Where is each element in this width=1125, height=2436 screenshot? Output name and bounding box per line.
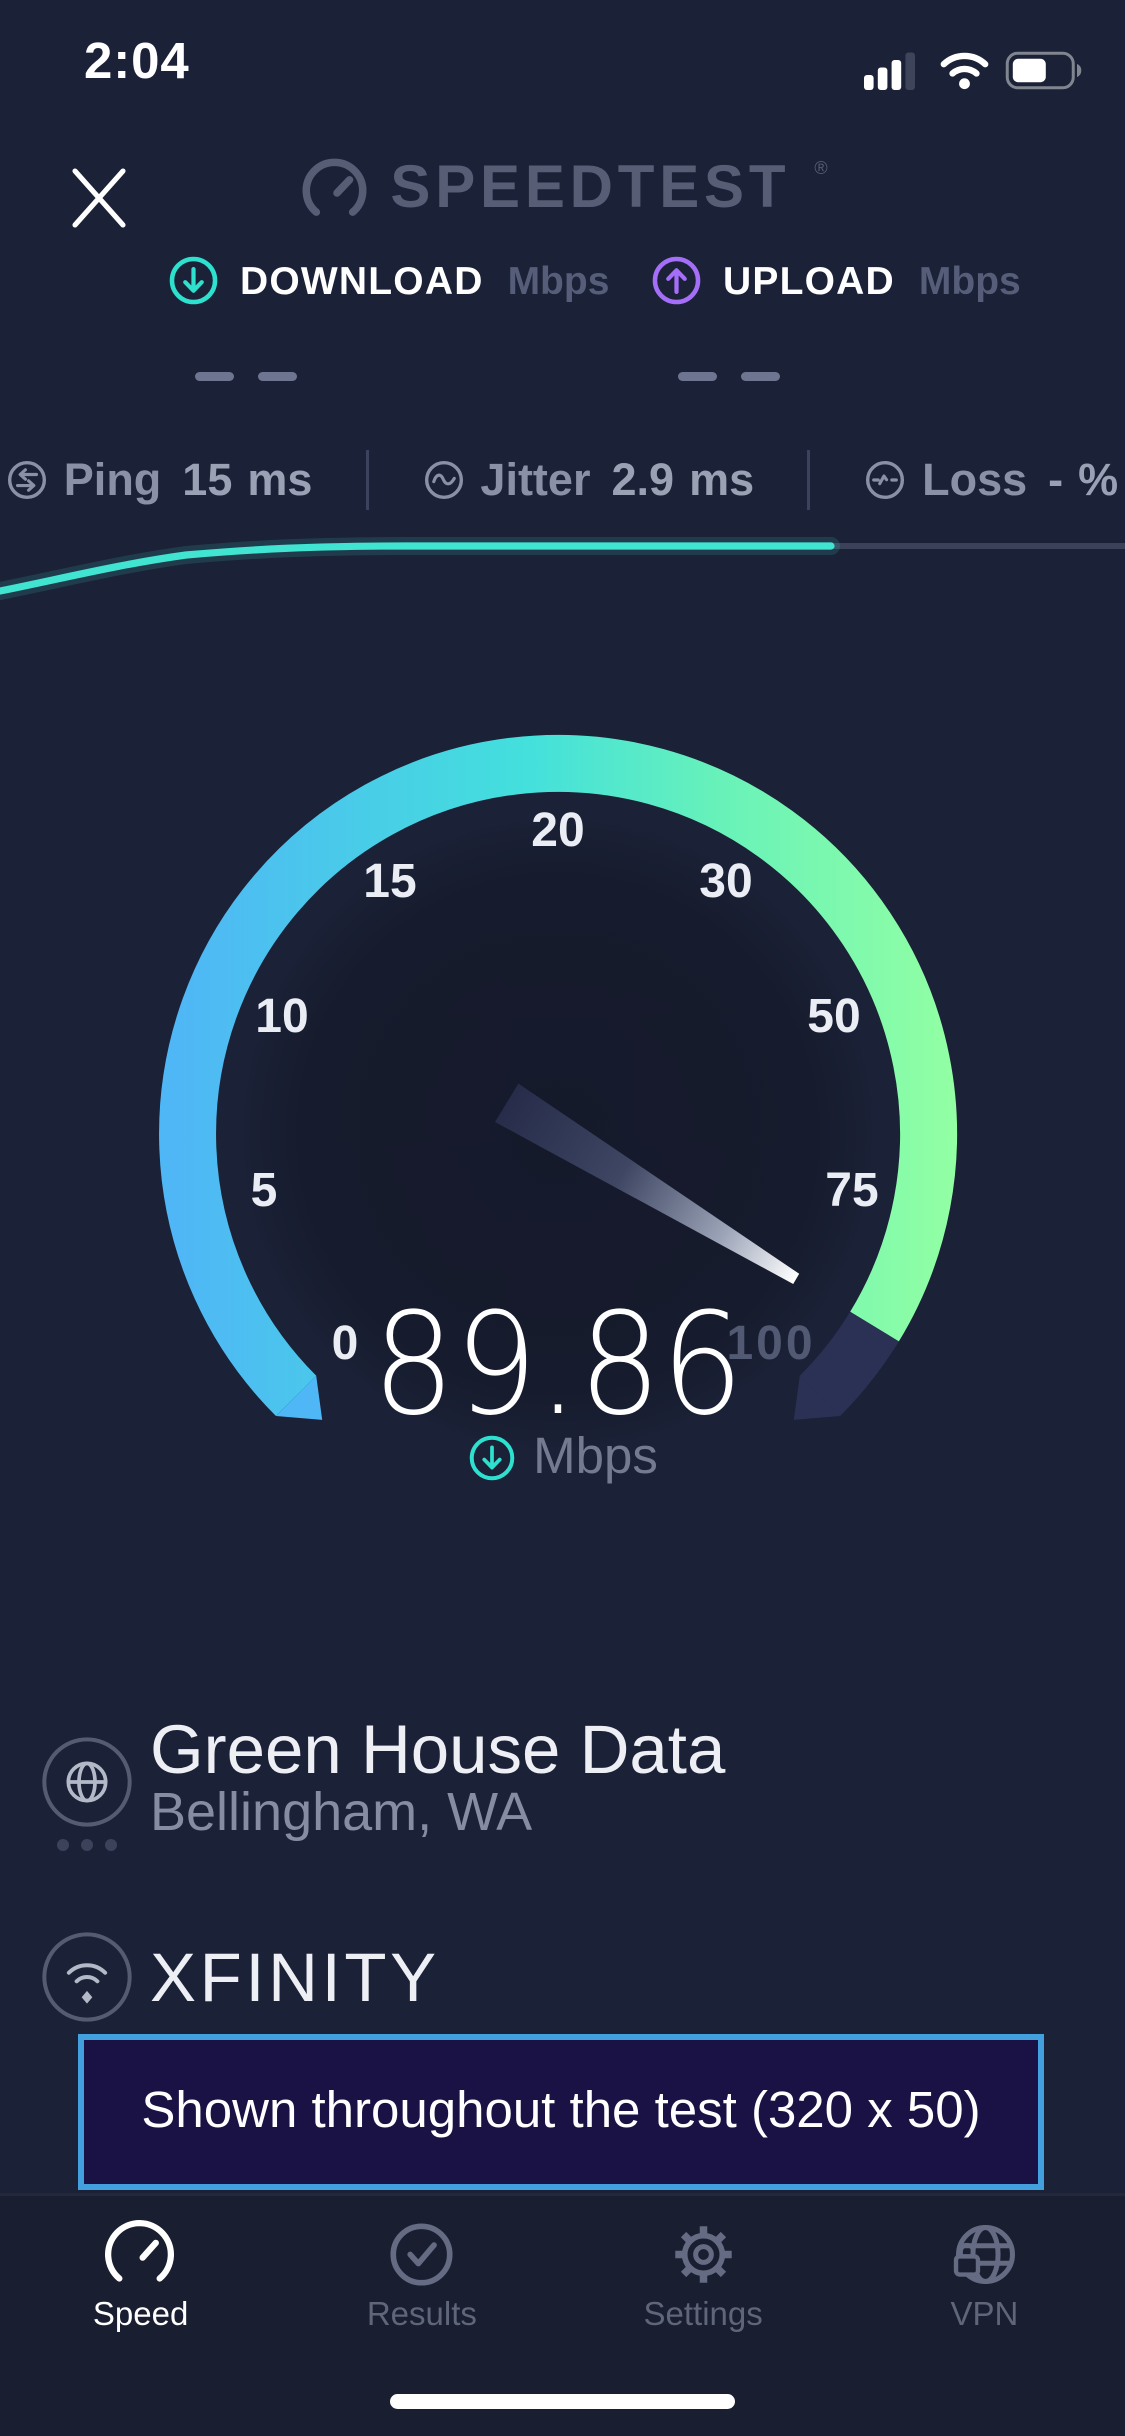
gauge-end-tip: [793, 1375, 841, 1420]
divider: [808, 450, 812, 510]
speed-sparkline: [0, 537, 1125, 600]
loss-stat: Loss - %: [865, 455, 1118, 506]
loss-value: -: [1048, 454, 1064, 506]
registered-mark: ®: [814, 160, 828, 179]
divider: [366, 450, 370, 510]
cellular-signal-icon: [864, 52, 915, 90]
jitter-value: 2.9: [611, 454, 675, 506]
speed-unit-label: Mbps: [533, 1428, 658, 1485]
download-label: DOWNLOAD: [240, 258, 484, 303]
ad-banner-text: Shown throughout the test (320 x 50): [141, 2082, 981, 2139]
download-arrow-icon: [468, 1435, 514, 1481]
gauge-tick: 50: [807, 993, 861, 1044]
ad-banner[interactable]: Shown throughout the test (320 x 50): [78, 2034, 1044, 2190]
speedtest-gauge-icon: [302, 158, 367, 216]
gauge-needle: [495, 1083, 800, 1284]
tab-vpn[interactable]: VPN: [844, 2196, 1125, 2436]
gauge-tick: 5: [250, 1167, 278, 1218]
server-name: Green House Data: [150, 1710, 726, 1788]
battery-icon: [1005, 51, 1082, 90]
settings-gear-icon: [674, 2226, 732, 2283]
tab-speed[interactable]: Speed: [0, 2196, 281, 2436]
current-speed-unit-row: Mbps: [0, 1428, 1125, 1488]
tab-results-label: Results: [366, 2298, 477, 2334]
server-globe-icon: [42, 1737, 132, 1827]
gauge-tick: 0: [331, 1320, 359, 1371]
ping-label: Ping: [63, 454, 162, 506]
current-speed-value: 89.86: [372, 1284, 744, 1449]
server-location: Bellingham, WA: [150, 1782, 533, 1842]
tab-settings-label: Settings: [643, 2298, 763, 2334]
status-icons: [864, 51, 1086, 90]
loss-label: Loss: [922, 454, 1028, 506]
upload-label: UPLOAD: [723, 258, 895, 303]
vpn-globe-lock-icon: [952, 2225, 1014, 2284]
jitter-icon: [425, 460, 464, 500]
results-check-icon: [390, 2223, 453, 2286]
close-button[interactable]: [60, 159, 138, 237]
home-indicator[interactable]: [390, 2394, 735, 2409]
tab-settings[interactable]: Settings: [563, 2196, 844, 2436]
upload-icon: [652, 256, 701, 305]
gauge-start-tip: [276, 1375, 323, 1420]
jitter-unit: ms: [689, 454, 755, 506]
latency-stats-row: Ping 15 ms Jitter 2.9 ms Loss - %: [0, 450, 1125, 510]
ping-value: 15: [182, 454, 233, 506]
isp-name: XFINITY: [150, 1938, 440, 2016]
logo-wordmark: SPEEDTEST: [390, 156, 791, 222]
gauge-tick: 10: [255, 993, 309, 1044]
status-time: 2:04: [84, 33, 190, 90]
wifi-status-icon: [940, 52, 989, 90]
upload-metric-header: UPLOAD Mbps: [651, 255, 1021, 306]
server-more-button[interactable]: [57, 1839, 117, 1851]
download-icon: [169, 256, 218, 305]
packet-loss-icon: [867, 460, 906, 500]
jitter-stat: Jitter 2.9 ms: [423, 455, 754, 506]
gauge-tick: 75: [825, 1167, 879, 1218]
isp-wifi-icon: [42, 1932, 132, 2022]
download-metric-header: DOWNLOAD Mbps: [168, 255, 609, 306]
download-value-placeholder: [195, 372, 297, 381]
upload-unit: Mbps: [918, 258, 1021, 303]
upload-value-placeholder: [678, 372, 780, 381]
gauge-tick: 30: [699, 858, 753, 909]
gauge-tick: 20: [531, 807, 585, 858]
speed-gauge-icon: [106, 2220, 176, 2282]
tab-results[interactable]: Results: [281, 2196, 562, 2436]
loss-unit: %: [1078, 454, 1119, 506]
tab-vpn-label: VPN: [950, 2298, 1019, 2334]
speedtest-logo: SPEEDTEST ®: [0, 156, 1125, 225]
tab-speed-label: Speed: [92, 2298, 189, 2334]
ping-unit: ms: [247, 454, 313, 506]
download-unit: Mbps: [507, 258, 610, 303]
ping-icon: [8, 460, 47, 500]
gauge-tick-max: 100: [726, 1320, 816, 1371]
jitter-label: Jitter: [480, 454, 591, 506]
gauge-tick: 15: [363, 858, 417, 909]
ping-stat: Ping 15 ms: [7, 454, 313, 506]
